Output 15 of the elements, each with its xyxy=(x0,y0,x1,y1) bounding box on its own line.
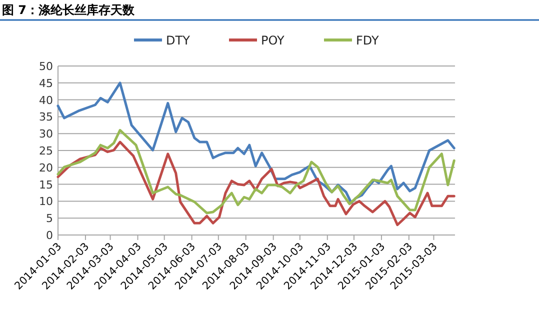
legend-label: DTY xyxy=(166,34,191,48)
y-tick-label: 20 xyxy=(39,161,53,174)
y-tick-label: 30 xyxy=(39,128,53,141)
y-tick-label: 0 xyxy=(46,229,53,242)
legend-label: POY xyxy=(261,34,286,48)
y-tick-label: 10 xyxy=(39,195,53,208)
y-tick-label: 50 xyxy=(39,60,53,73)
y-tick-label: 5 xyxy=(46,212,53,226)
y-tick-label: 25 xyxy=(39,144,53,158)
legend-label: FDY xyxy=(356,34,380,48)
chart-title: 图 7：涤纶长丝库存天数 xyxy=(2,3,136,17)
y-tick-label: 40 xyxy=(39,94,53,107)
y-tick-label: 45 xyxy=(39,76,53,90)
y-tick-label: 35 xyxy=(39,110,53,124)
y-tick-label: 15 xyxy=(39,178,53,192)
